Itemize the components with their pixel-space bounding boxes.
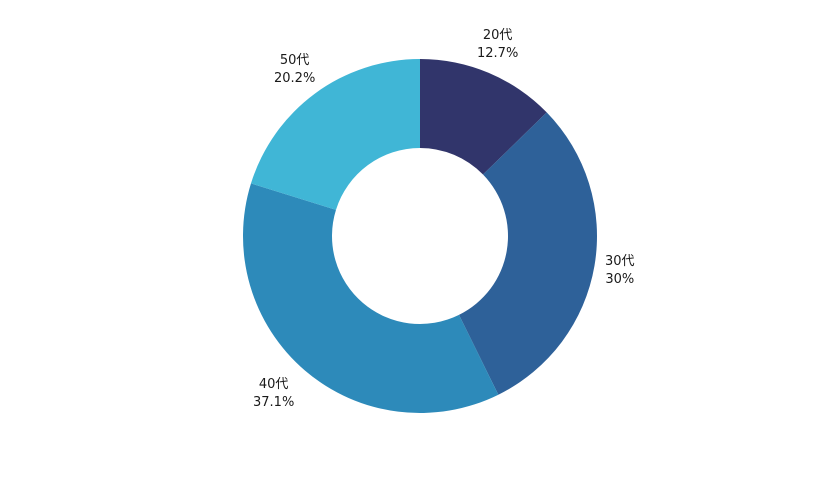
slice-value-30s: 30%	[605, 272, 635, 287]
slice-30s	[458, 112, 597, 395]
slice-20s	[420, 59, 547, 175]
slice-label-40s: 40代 37.1%	[253, 376, 294, 412]
slice-value-20s: 12.7%	[477, 46, 519, 61]
slice-50s	[250, 59, 420, 210]
slice-40s	[243, 183, 499, 414]
slice-value-50s: 20.2%	[274, 71, 316, 86]
slice-category-30s: 30代	[605, 254, 635, 269]
slice-value-40s: 37.1%	[253, 395, 295, 410]
slice-label-30s: 30代 30%	[605, 253, 635, 289]
slice-label-20s: 20代 12.7%	[477, 27, 518, 63]
slice-label-50s: 50代 20.2%	[274, 52, 315, 88]
slice-category-40s: 40代	[258, 377, 289, 392]
slice-category-20s: 20代	[482, 28, 513, 43]
slice-category-50s: 50代	[279, 53, 310, 68]
